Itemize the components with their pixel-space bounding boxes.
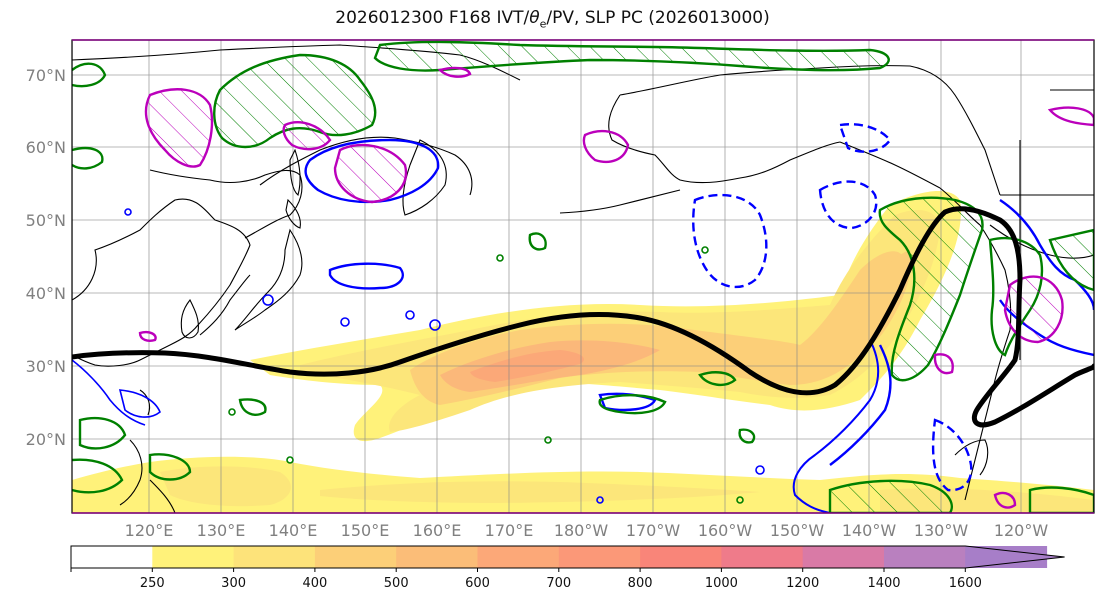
lon-label-140w: 140°W <box>842 521 897 540</box>
coastlines <box>72 40 1094 513</box>
colorbar-segment <box>802 546 885 568</box>
colorbar-tick-label: 1600 <box>949 576 982 591</box>
slp-pc-line <box>72 206 1094 428</box>
colorbar-tick-label: 600 <box>465 576 490 591</box>
lon-label-160e: 160°E <box>413 521 462 540</box>
lon-label-150e: 150°E <box>341 521 390 540</box>
map-title: 2026012300 F168 IVT/θe/PV, SLP PC (20260… <box>335 8 770 31</box>
colorbar-segment <box>152 546 235 568</box>
small-contour-blobs <box>124 208 765 504</box>
colorbar-segment <box>558 546 641 568</box>
colorbar-tick-label: 1200 <box>786 576 819 591</box>
lon-label-130w: 130°W <box>914 521 969 540</box>
longitude-labels: 120°E 130°E 140°E 150°E 160°E 170°E 180°… <box>125 521 1049 540</box>
colorbar-outline <box>70 545 1065 569</box>
lon-label-130e: 130°E <box>197 521 246 540</box>
colorbar-tick-label: 1000 <box>705 576 738 591</box>
lon-label-120w: 120°W <box>994 521 1049 540</box>
lon-label-180w: 180°W <box>554 521 609 540</box>
lon-label-160w: 160°W <box>698 521 753 540</box>
lon-label-150w: 150°W <box>770 521 825 540</box>
colorbar-tick-label: 500 <box>384 576 409 591</box>
colorbar-extend-arrow <box>965 546 1065 568</box>
lon-label-140e: 140°E <box>269 521 318 540</box>
colorbar-tick-label: 300 <box>221 576 246 591</box>
lat-label-20: 20°N <box>26 430 66 449</box>
ivt-colorbar: 250 300 400 500 600 700 800 1000 1200 1400 1600 <box>70 545 1065 591</box>
lon-label-120e: 120°E <box>125 521 174 540</box>
colorbar-segment <box>396 546 478 568</box>
lat-label-40: 40°N <box>26 284 66 303</box>
colorbar-tick-label: 250 <box>140 576 165 591</box>
colorbar-tick-label: 700 <box>546 576 571 591</box>
pv-contours <box>72 40 1094 513</box>
lat-label-50: 50°N <box>26 211 66 230</box>
colorbar-segment <box>233 546 316 568</box>
lat-label-70: 70°N <box>26 66 66 85</box>
colorbar-segment <box>477 546 560 568</box>
colorbar-segment <box>314 546 397 568</box>
lat-label-60: 60°N <box>26 138 66 157</box>
colorbar-segment <box>884 546 966 568</box>
theta-e-contours <box>72 138 1094 513</box>
lat-label-30: 30°N <box>26 357 66 376</box>
colorbar-segment <box>640 546 722 568</box>
colorbar-tick-label: 800 <box>628 576 653 591</box>
colorbar-tick-label: 400 <box>302 576 327 591</box>
latitude-labels: 70°N 60°N 50°N 40°N 30°N 20°N <box>26 66 66 449</box>
colorbar-segment <box>721 546 804 568</box>
theta-e-dashed <box>692 123 973 492</box>
colorbar-tick-label: 1400 <box>867 576 900 591</box>
slp-contours <box>138 66 1094 509</box>
lon-label-170w: 170°W <box>626 521 681 540</box>
colorbar-segment <box>71 546 153 568</box>
lon-label-170e: 170°E <box>485 521 534 540</box>
